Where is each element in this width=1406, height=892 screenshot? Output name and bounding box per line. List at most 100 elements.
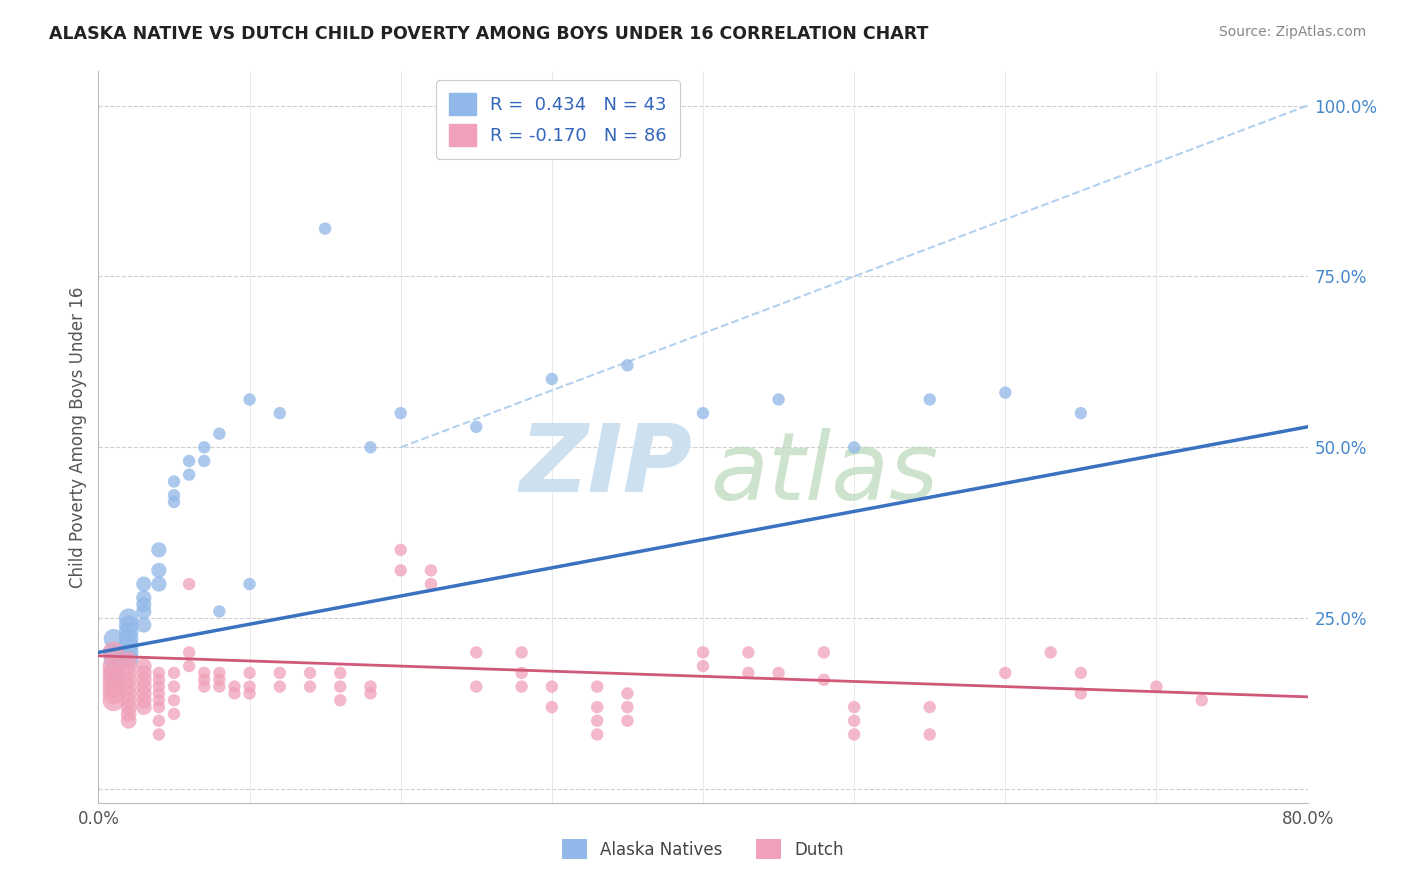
Point	[1070, 686, 1092, 700]
Point	[692, 645, 714, 659]
Point	[329, 665, 352, 680]
Point	[360, 680, 382, 694]
Point	[118, 659, 141, 673]
Point	[1144, 680, 1167, 694]
Point	[148, 680, 170, 694]
Point	[844, 714, 866, 728]
Point	[1070, 665, 1092, 680]
Text: ZIP: ZIP	[520, 420, 693, 512]
Point	[269, 406, 291, 420]
Point	[616, 359, 638, 373]
Point	[737, 665, 759, 680]
Point	[118, 714, 141, 728]
Point	[586, 714, 609, 728]
Point	[465, 680, 488, 694]
Point	[224, 686, 246, 700]
Point	[208, 673, 231, 687]
Point	[208, 665, 231, 680]
Point	[163, 665, 186, 680]
Point	[616, 700, 638, 714]
Legend: Alaska Natives, Dutch: Alaska Natives, Dutch	[554, 830, 852, 868]
Point	[1039, 645, 1062, 659]
Point	[148, 700, 170, 714]
Point	[239, 680, 262, 694]
Point	[132, 591, 155, 605]
Point	[844, 727, 866, 741]
Point	[118, 686, 141, 700]
Point	[132, 604, 155, 618]
Point	[768, 392, 790, 407]
Point	[994, 665, 1017, 680]
Point	[239, 577, 262, 591]
Point	[118, 639, 141, 653]
Point	[918, 392, 941, 407]
Point	[389, 563, 412, 577]
Point	[179, 454, 201, 468]
Point	[768, 665, 790, 680]
Point	[132, 700, 155, 714]
Point	[163, 680, 186, 694]
Point	[163, 488, 186, 502]
Point	[118, 652, 141, 666]
Point	[179, 659, 201, 673]
Point	[918, 727, 941, 741]
Point	[193, 673, 215, 687]
Point	[420, 563, 443, 577]
Point	[132, 693, 155, 707]
Point	[994, 385, 1017, 400]
Point	[148, 714, 170, 728]
Point	[118, 680, 141, 694]
Point	[118, 706, 141, 721]
Point	[148, 542, 170, 557]
Point	[540, 700, 562, 714]
Point	[844, 700, 866, 714]
Point	[132, 673, 155, 687]
Point	[844, 440, 866, 454]
Point	[193, 680, 215, 694]
Point	[616, 686, 638, 700]
Point	[360, 440, 382, 454]
Point	[329, 693, 352, 707]
Point	[586, 680, 609, 694]
Point	[692, 406, 714, 420]
Point	[299, 665, 322, 680]
Point	[118, 693, 141, 707]
Point	[224, 680, 246, 694]
Point	[299, 680, 322, 694]
Point	[389, 542, 412, 557]
Point	[118, 618, 141, 632]
Point	[148, 686, 170, 700]
Point	[465, 420, 488, 434]
Point	[103, 659, 125, 673]
Point	[360, 686, 382, 700]
Point	[132, 659, 155, 673]
Point	[103, 632, 125, 646]
Point	[163, 475, 186, 489]
Point	[208, 604, 231, 618]
Point	[148, 577, 170, 591]
Point	[179, 467, 201, 482]
Point	[616, 714, 638, 728]
Text: atlas: atlas	[710, 428, 938, 519]
Point	[208, 680, 231, 694]
Point	[813, 673, 835, 687]
Point	[269, 665, 291, 680]
Point	[118, 652, 141, 666]
Point	[1191, 693, 1213, 707]
Point	[118, 632, 141, 646]
Point	[540, 680, 562, 694]
Point	[148, 563, 170, 577]
Point	[329, 680, 352, 694]
Point	[118, 665, 141, 680]
Point	[148, 665, 170, 680]
Point	[737, 645, 759, 659]
Point	[179, 645, 201, 659]
Point	[132, 598, 155, 612]
Point	[692, 659, 714, 673]
Point	[103, 645, 125, 659]
Point	[586, 700, 609, 714]
Point	[103, 652, 125, 666]
Point	[465, 645, 488, 659]
Y-axis label: Child Poverty Among Boys Under 16: Child Poverty Among Boys Under 16	[69, 286, 87, 588]
Point	[118, 611, 141, 625]
